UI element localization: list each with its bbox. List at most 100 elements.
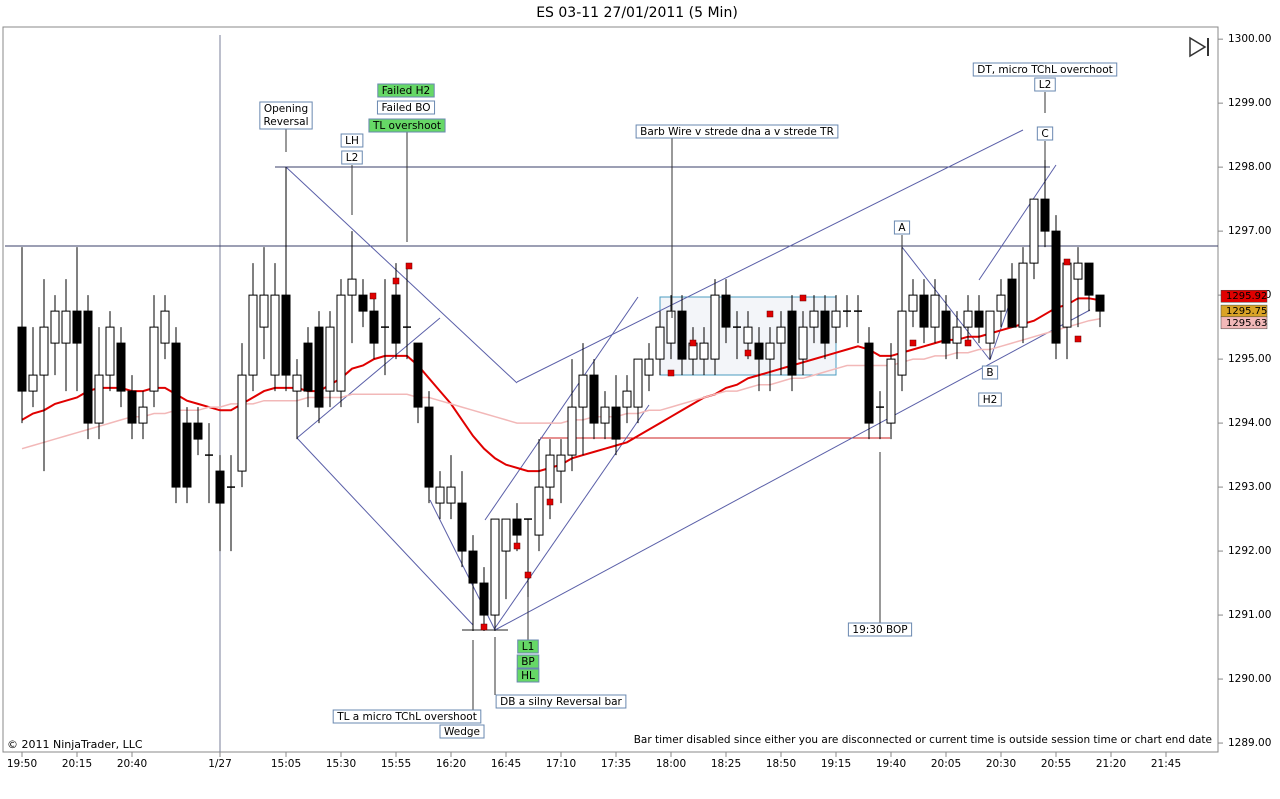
- annotation-text: Opening: [264, 103, 308, 115]
- candle-body: [754, 342, 764, 360]
- annotation-text: HL: [521, 670, 535, 682]
- candle-body: [105, 326, 115, 376]
- candle-body: [83, 310, 93, 424]
- annotation-box: [516, 654, 540, 669]
- y-tick-label: 1289.00: [1228, 737, 1271, 749]
- annotation-text: L2: [346, 152, 359, 164]
- annotation-box: [517, 639, 539, 654]
- candle-body: [798, 326, 808, 360]
- annotation-box: [1034, 77, 1056, 92]
- annotation-box: [377, 83, 435, 98]
- annotation-text: Barb Wire v strede dna a v strede TR: [640, 126, 834, 138]
- y-tick-label: 1298.00: [1228, 161, 1271, 173]
- signal-marker: [392, 277, 400, 285]
- x-tick-label: 21:20: [1096, 758, 1126, 770]
- annotation-box: [439, 724, 485, 739]
- candle-body: [1040, 198, 1050, 232]
- annotation-text: Failed BO: [381, 102, 430, 114]
- candle-body: [820, 310, 830, 344]
- chart-title: ES 03-11 27/01/2011 (5 Min): [536, 5, 738, 21]
- candle-body: [336, 294, 346, 392]
- annotation-box: [340, 133, 364, 148]
- candle-body: [457, 502, 467, 552]
- signal-marker: [524, 571, 532, 579]
- play-icon[interactable]: [1189, 36, 1209, 58]
- x-tick-label: 18:00: [656, 758, 686, 770]
- candle-body: [259, 294, 269, 328]
- candle-body: [710, 294, 720, 360]
- candle-body: [413, 342, 423, 408]
- candle-body: [644, 358, 654, 376]
- trend-line: [285, 166, 518, 384]
- x-tick-label: 15:30: [326, 758, 356, 770]
- candle-body: [765, 342, 775, 360]
- price-marker: [1220, 316, 1268, 330]
- candle-body: [809, 310, 819, 328]
- annotation-box: [893, 220, 911, 235]
- signal-marker: [480, 623, 488, 631]
- annotation-box: [516, 668, 540, 683]
- annotation-box: [341, 150, 363, 165]
- candle-body: [787, 310, 797, 376]
- annotation-box: [1036, 126, 1054, 141]
- annotation-box: [972, 62, 1118, 77]
- candle-body: [611, 406, 621, 440]
- candle-body: [886, 358, 896, 424]
- annotation-box: [635, 124, 839, 139]
- candle-body: [589, 374, 599, 424]
- trend-line: [484, 296, 639, 521]
- annotation-text: DT, micro TChL overchoot: [977, 64, 1113, 76]
- copyright: © 2011 NinjaTrader, LLC: [7, 738, 143, 751]
- candle-body: [171, 342, 181, 488]
- candle-body: [391, 294, 401, 344]
- candle-body: [1073, 262, 1083, 280]
- trend-line: [296, 317, 441, 439]
- x-tick-label: 19:50: [7, 758, 37, 770]
- candle-body: [281, 294, 291, 376]
- annotation-text: 19:30 BOP: [852, 624, 907, 636]
- candle-body: [39, 326, 49, 376]
- candle-body: [556, 454, 566, 472]
- annotation-text: Failed H2: [382, 85, 430, 97]
- candle-body: [17, 326, 27, 392]
- candle-body: [468, 550, 478, 584]
- y-tick-label: 1294.00: [1228, 417, 1271, 429]
- signal-marker: [405, 262, 413, 270]
- x-tick-label: 20:30: [986, 758, 1016, 770]
- annotation-box: [495, 694, 627, 709]
- candle-body: [677, 310, 687, 360]
- candle-body: [435, 486, 445, 504]
- price-marker-label: 1295.63: [1226, 318, 1267, 329]
- y-tick-label: 1299.00: [1228, 97, 1271, 109]
- x-tick-label: 18:25: [711, 758, 741, 770]
- candle-body: [512, 518, 522, 536]
- x-tick-label: 18:50: [766, 758, 796, 770]
- candle-body: [1084, 262, 1094, 296]
- annotation-box: [368, 118, 446, 133]
- candle-body: [127, 390, 137, 424]
- annotation-text: H2: [983, 394, 998, 406]
- x-tick-label: 15:05: [271, 758, 301, 770]
- annotation-text: L2: [1039, 79, 1052, 91]
- candle-body: [1007, 278, 1017, 328]
- candle-body: [160, 310, 170, 344]
- candle-body: [1051, 230, 1061, 344]
- candle-body: [116, 342, 126, 392]
- candle-body: [292, 374, 302, 392]
- candle-body: [941, 310, 951, 344]
- signal-marker: [909, 339, 917, 347]
- trend-line: [516, 129, 1024, 383]
- candle-body: [963, 310, 973, 328]
- annotation-box: [259, 101, 313, 130]
- candle-body: [94, 374, 104, 424]
- x-tick-label: 19:40: [876, 758, 906, 770]
- signal-marker: [1063, 258, 1071, 266]
- candle-body: [666, 310, 676, 344]
- x-tick-label: 20:15: [62, 758, 92, 770]
- trend-line: [978, 164, 1057, 281]
- annotation-text: C: [1041, 128, 1048, 140]
- annotation-text: BP: [521, 656, 535, 668]
- annotation-text: A: [898, 222, 906, 234]
- play-triangle[interactable]: [1189, 36, 1207, 58]
- signal-marker: [766, 310, 774, 318]
